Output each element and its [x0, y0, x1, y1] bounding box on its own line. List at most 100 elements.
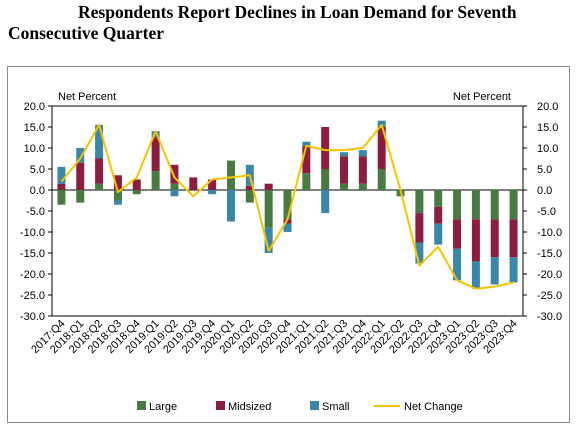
right-y-tick-label: -15.0	[537, 248, 562, 260]
bar-midsized	[471, 219, 480, 262]
bar-small	[95, 124, 104, 159]
legend-label-large: Large	[149, 401, 177, 413]
bar-small	[264, 227, 273, 253]
bar-large	[415, 190, 424, 214]
bar-large	[490, 190, 499, 220]
bar-large	[151, 171, 160, 190]
bar-midsized	[95, 158, 104, 184]
bar-large	[283, 190, 292, 220]
legend-swatch-small	[310, 401, 319, 410]
legend-label-midsized: Midsized	[228, 401, 271, 413]
legend-swatch-midsized	[216, 401, 225, 410]
bar-small	[471, 261, 480, 289]
right-y-tick-label: 10.0	[537, 143, 558, 155]
bar-large	[170, 183, 179, 190]
chart-title-line-1: Respondents Report Declines in Loan Dema…	[78, 2, 517, 22]
chart-title: Respondents Report Declines in Loan Dema…	[8, 2, 573, 44]
bar-large	[509, 190, 518, 220]
bar-midsized	[132, 179, 141, 190]
bar-large	[95, 183, 104, 190]
right-y-tick-label: 20.0	[537, 101, 558, 113]
bar-small	[151, 131, 160, 138]
bar-small	[302, 141, 311, 146]
net-change-line	[60, 123, 514, 290]
right-y-tick-label: -5.0	[537, 206, 556, 218]
bar-midsized	[321, 127, 330, 169]
left-y-tick-label: -15.0	[20, 248, 45, 260]
left-y-tick-label: -25.0	[20, 290, 45, 302]
left-y-tick-label: -10.0	[20, 227, 45, 239]
bar-large	[113, 190, 122, 201]
right-y-tick-label: 5.0	[537, 164, 552, 176]
bar-midsized	[208, 179, 217, 190]
bar-midsized	[76, 162, 85, 190]
bar-midsized	[170, 164, 179, 184]
bar-large	[302, 173, 311, 190]
bar-small	[490, 257, 499, 285]
bar-midsized	[490, 219, 499, 258]
legend-label-net-change: Net Change	[404, 401, 463, 413]
bar-small	[377, 120, 386, 127]
right-y-tick-label: -20.0	[537, 269, 562, 281]
bar-midsized	[453, 219, 462, 249]
bar-small	[170, 190, 179, 197]
left-y-tick-label: -30.0	[20, 311, 45, 323]
right-y-tick-label: -10.0	[537, 227, 562, 239]
bar-small	[509, 257, 518, 283]
bar-small	[358, 150, 367, 157]
bar-large	[57, 190, 66, 205]
bar-large	[434, 190, 443, 207]
bar-midsized	[151, 137, 160, 172]
bar-midsized	[377, 127, 386, 169]
left-y-tick-label: -5.0	[26, 206, 45, 218]
right-y-tick-label: 0.0	[537, 185, 552, 197]
bar-large	[377, 169, 386, 190]
bar-midsized	[509, 219, 518, 258]
bar-large	[471, 190, 480, 220]
bar-small	[113, 200, 122, 205]
bar-large	[76, 190, 85, 203]
bar-midsized	[113, 175, 122, 190]
bar-small	[453, 248, 462, 281]
left-y-tick-label: -20.0	[20, 269, 45, 281]
left-y-tick-label: 20.0	[24, 101, 45, 113]
bar-midsized	[245, 185, 254, 190]
bar-large	[226, 160, 235, 190]
bar-small	[434, 223, 443, 245]
bar-small	[415, 242, 424, 264]
bar-small	[76, 148, 85, 163]
legend-swatch-large	[137, 401, 146, 410]
left-axis-label: Net Percent	[58, 91, 116, 103]
right-y-tick-label: -30.0	[537, 311, 562, 323]
bar-small	[321, 190, 330, 214]
left-y-tick-label: 15.0	[24, 122, 45, 134]
bar-large	[132, 190, 141, 195]
bar-midsized	[340, 156, 349, 184]
bar-midsized	[264, 183, 273, 190]
legend-label-small: Small	[322, 401, 350, 413]
bar-small	[226, 190, 235, 222]
bar-large	[358, 183, 367, 190]
bar-large	[321, 169, 330, 190]
bar-midsized	[302, 145, 311, 174]
bar-large	[453, 190, 462, 220]
bar-large	[245, 190, 254, 203]
chart-title-line-2: Consecutive Quarter	[8, 23, 165, 43]
left-y-tick-label: 10.0	[24, 143, 45, 155]
bar-midsized	[358, 156, 367, 184]
left-y-tick-label: 0.0	[30, 185, 45, 197]
bar-small	[57, 166, 66, 184]
right-y-tick-label: -25.0	[537, 290, 562, 302]
bar-small	[340, 152, 349, 157]
bar-large	[340, 183, 349, 190]
bar-small	[208, 190, 217, 195]
bar-midsized	[434, 206, 443, 224]
bar-large	[264, 190, 273, 228]
right-y-tick-label: 15.0	[537, 122, 558, 134]
left-y-tick-label: 5.0	[30, 164, 45, 176]
bar-small	[283, 223, 292, 232]
bar-midsized	[415, 213, 424, 243]
bar-midsized	[283, 219, 292, 224]
right-axis-label: Net Percent	[453, 91, 511, 103]
